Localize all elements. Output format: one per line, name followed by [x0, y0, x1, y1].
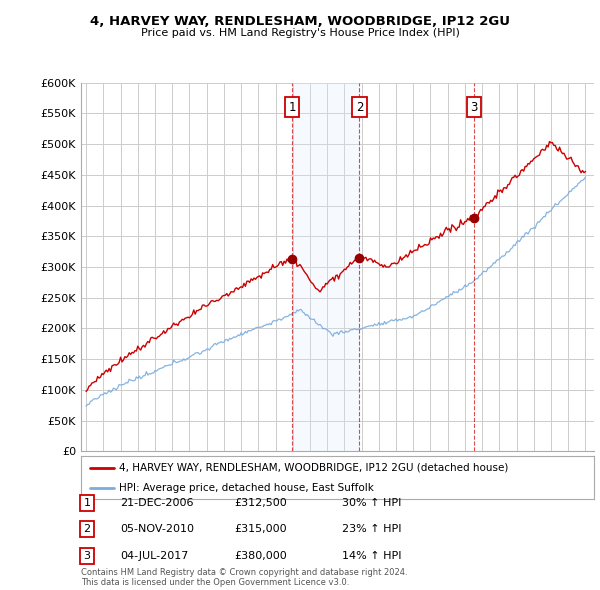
Text: 30% ↑ HPI: 30% ↑ HPI	[342, 498, 401, 507]
Text: 2: 2	[83, 525, 91, 534]
Text: £315,000: £315,000	[234, 525, 287, 534]
Text: 3: 3	[470, 101, 478, 114]
Text: Contains HM Land Registry data © Crown copyright and database right 2024.
This d: Contains HM Land Registry data © Crown c…	[81, 568, 407, 587]
Text: £312,500: £312,500	[234, 498, 287, 507]
Text: 05-NOV-2010: 05-NOV-2010	[120, 525, 194, 534]
Text: Price paid vs. HM Land Registry's House Price Index (HPI): Price paid vs. HM Land Registry's House …	[140, 28, 460, 38]
Text: HPI: Average price, detached house, East Suffolk: HPI: Average price, detached house, East…	[119, 483, 374, 493]
Text: 3: 3	[83, 551, 91, 560]
Text: 2: 2	[356, 101, 363, 114]
Text: 21-DEC-2006: 21-DEC-2006	[120, 498, 193, 507]
Text: 04-JUL-2017: 04-JUL-2017	[120, 551, 188, 560]
Text: 4, HARVEY WAY, RENDLESHAM, WOODBRIDGE, IP12 2GU (detached house): 4, HARVEY WAY, RENDLESHAM, WOODBRIDGE, I…	[119, 463, 509, 473]
Bar	[292, 83, 359, 451]
Text: £380,000: £380,000	[234, 551, 287, 560]
Text: 4, HARVEY WAY, RENDLESHAM, WOODBRIDGE, IP12 2GU: 4, HARVEY WAY, RENDLESHAM, WOODBRIDGE, I…	[90, 15, 510, 28]
Text: 14% ↑ HPI: 14% ↑ HPI	[342, 551, 401, 560]
Text: 1: 1	[83, 498, 91, 507]
Text: 1: 1	[288, 101, 296, 114]
Text: 23% ↑ HPI: 23% ↑ HPI	[342, 525, 401, 534]
